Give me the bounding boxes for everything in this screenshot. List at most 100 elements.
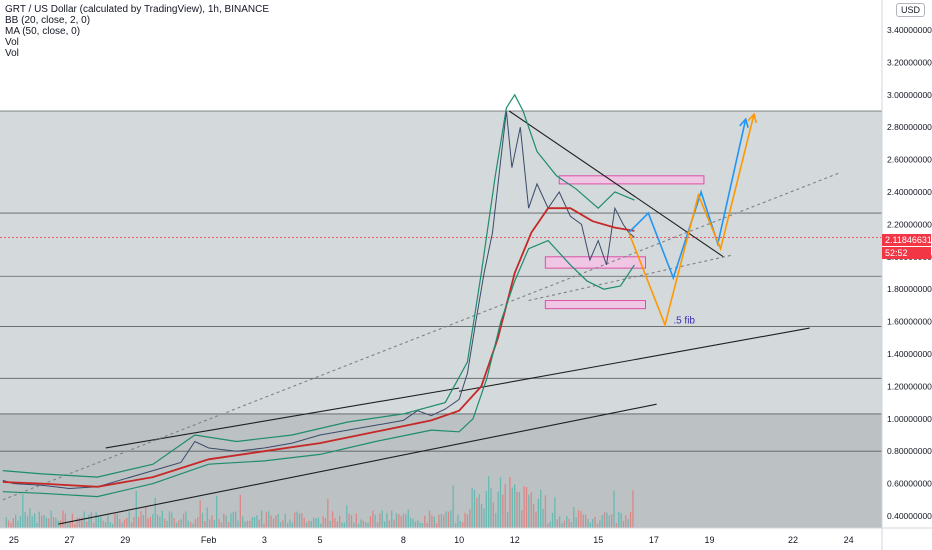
volume-bar xyxy=(185,511,187,528)
volume-bar xyxy=(568,518,570,528)
volume-bar xyxy=(599,520,601,528)
volume-bar xyxy=(121,522,123,528)
volume-bar xyxy=(341,522,343,528)
volume-bar xyxy=(225,515,227,528)
volume-bar xyxy=(199,500,201,528)
upper-gray-band xyxy=(0,111,882,414)
volume-bar xyxy=(329,520,331,528)
background-bands xyxy=(0,111,882,528)
volume-bar xyxy=(220,522,223,528)
volume-bar xyxy=(242,516,244,528)
volume-bar xyxy=(632,490,634,528)
volume-bar xyxy=(149,516,152,528)
volume-bar xyxy=(336,521,338,528)
volume-bar xyxy=(334,518,336,528)
volume-bar xyxy=(230,513,232,528)
volume-bar xyxy=(611,514,613,528)
volume-bars xyxy=(5,476,634,528)
volume-bar xyxy=(111,523,114,528)
volume-bar xyxy=(625,515,627,528)
volume-bar xyxy=(45,517,48,528)
volume-bar xyxy=(190,522,192,528)
volume-bar xyxy=(265,512,268,528)
volume-bar xyxy=(194,519,197,528)
volume-bar xyxy=(462,522,464,528)
volume-bar xyxy=(50,510,52,528)
volume-bar xyxy=(90,512,93,528)
volume-bar xyxy=(504,483,506,528)
volume-bar xyxy=(244,521,246,528)
volume-bar xyxy=(152,513,154,528)
volume-bar xyxy=(256,515,258,528)
volume-bar xyxy=(315,518,317,528)
volume-bar xyxy=(421,523,424,528)
volume-bar xyxy=(464,512,466,528)
volume-bar xyxy=(12,518,14,528)
volume-bar xyxy=(268,511,270,528)
volume-bar xyxy=(55,517,57,528)
volume-bar xyxy=(369,516,372,528)
volume-bar xyxy=(457,514,459,528)
volume-bar xyxy=(10,522,12,528)
volume-bar xyxy=(223,513,225,528)
volume-bar xyxy=(159,516,161,528)
volume-bar xyxy=(544,495,547,528)
volume-bar xyxy=(357,523,360,528)
volume-bar xyxy=(383,521,386,528)
volume-bar xyxy=(480,503,483,528)
volume-bar xyxy=(620,512,622,528)
volume-bar xyxy=(563,520,566,528)
y-tick-label: 0.40000000 xyxy=(887,511,932,521)
supply-demand-zones xyxy=(544,175,705,310)
volume-bar xyxy=(443,514,445,528)
volume-bar xyxy=(381,510,383,528)
volume-bar xyxy=(417,520,419,528)
volume-bar xyxy=(142,515,145,528)
volume-bar xyxy=(497,491,499,528)
volume-bar xyxy=(95,512,97,528)
volume-bar xyxy=(166,520,168,528)
volume-bar xyxy=(83,511,85,528)
y-tick-label: 3.20000000 xyxy=(887,57,932,67)
volume-bar xyxy=(469,509,471,528)
bb_lower-line xyxy=(2,239,635,498)
volume-bar xyxy=(355,513,357,528)
volume-bar xyxy=(613,490,615,528)
volume-bar xyxy=(471,487,473,528)
volume-bar xyxy=(528,494,530,528)
volume-bar xyxy=(126,517,128,528)
volume-bar xyxy=(85,521,88,528)
volume-bar xyxy=(305,522,308,528)
volume-bar xyxy=(187,520,189,528)
zone-box-2 xyxy=(544,300,647,310)
volume-bar xyxy=(19,516,22,528)
volume-bar xyxy=(180,519,182,528)
volume-bar xyxy=(284,513,286,528)
volume-bar xyxy=(570,522,573,528)
volume-bar xyxy=(246,520,249,528)
volume-bar xyxy=(310,521,312,528)
volume-bar xyxy=(260,510,263,528)
volume-bar xyxy=(391,510,393,528)
volume-bar xyxy=(327,498,329,528)
blue_path xyxy=(628,118,747,281)
volume-bar xyxy=(57,520,59,528)
volume-bar xyxy=(171,512,173,528)
volume-bar xyxy=(435,523,438,528)
volume-bar xyxy=(402,513,405,528)
volume-bar xyxy=(78,517,81,528)
volume-bar xyxy=(629,511,632,528)
y-tick-label: 1.40000000 xyxy=(887,349,932,359)
volume-bar xyxy=(208,519,211,528)
y-tick-label: 1.80000000 xyxy=(887,284,932,294)
volume-bar xyxy=(365,522,367,528)
fib-annotation: .5 fib xyxy=(673,315,695,326)
y-tick-label: 0.80000000 xyxy=(887,446,932,456)
volume-bar xyxy=(102,520,104,528)
volume-bar xyxy=(33,513,36,528)
last-price-tag: 2.11846631 xyxy=(882,234,932,246)
currency-button[interactable]: USD xyxy=(895,3,925,17)
x-tick-label: 15 xyxy=(593,535,603,545)
volume-bar xyxy=(313,517,315,528)
